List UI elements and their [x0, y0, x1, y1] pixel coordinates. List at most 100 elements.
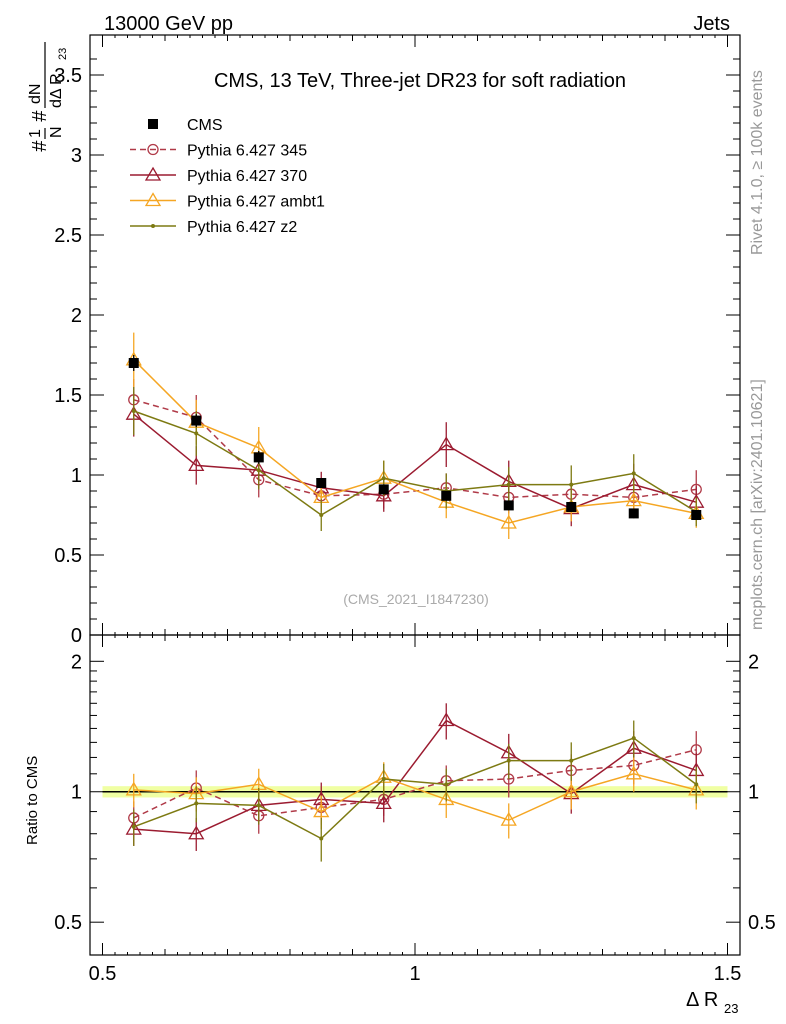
ratio-y-tick-label: 1 [71, 782, 82, 804]
data-point [500, 811, 517, 826]
data-point [316, 478, 327, 488]
svg-text:1: 1 [27, 129, 44, 138]
main-series-pythia-6-427-ambt1 [125, 332, 705, 539]
main-series-pythia-6-427-345 [128, 379, 702, 514]
main-series-pythia-6-427-z2 [131, 387, 699, 531]
data-point [625, 765, 642, 780]
data-point [131, 824, 136, 829]
ratio-series-pythia-6-427-z2 [131, 720, 699, 862]
series-line [133, 413, 697, 510]
series-line [133, 399, 697, 499]
legend-marker [144, 192, 162, 207]
data-point [313, 803, 330, 818]
svg-text:dN: dN [27, 84, 44, 104]
legend-label: Pythia 6.427 ambt1 [187, 194, 325, 211]
ratio-y-tick-label-right: 1 [748, 782, 759, 804]
data-point [256, 468, 261, 473]
legend-marker [151, 224, 155, 228]
data-point [319, 513, 324, 517]
x-tick-label: 1.5 [714, 963, 742, 985]
data-point [188, 457, 205, 472]
legend-label: Pythia 6.427 z2 [187, 219, 297, 236]
series-line [133, 719, 697, 835]
data-point [506, 482, 511, 487]
header-energy: 13000 GeV pp [104, 13, 233, 35]
data-point [253, 452, 264, 463]
ratio-series-pythia-6-427-370 [125, 703, 705, 851]
data-point [500, 514, 517, 529]
main-y-tick-label: 3.5 [54, 65, 82, 87]
series-line [133, 749, 697, 819]
data-point [256, 803, 261, 808]
data-point [691, 510, 702, 520]
data-point [375, 795, 392, 810]
data-point [569, 482, 574, 487]
svg-text:23: 23 [724, 1001, 738, 1016]
ratio-series-pythia-6-427-ambt1 [125, 757, 705, 839]
legend-label: CMS [187, 117, 223, 134]
data-point [438, 712, 455, 727]
data-point [381, 777, 386, 782]
legend-label: Pythia 6.427 370 [187, 168, 307, 185]
data-point [375, 487, 392, 502]
svg-text:N: N [48, 126, 65, 138]
main-y-tick-label: 0.5 [54, 545, 82, 567]
data-point [625, 492, 642, 507]
data-point [381, 476, 386, 481]
mcplots-label: mcplots.cern.ch [arXiv:2401.10621] [749, 379, 766, 630]
main-y-axis-label: # 1 N # dN dΔ R 23 [27, 42, 69, 152]
data-point [628, 508, 639, 519]
ratio-y-tick-label-right: 0.5 [748, 912, 776, 934]
data-point [194, 801, 199, 806]
main-y-tick-label: 1 [71, 465, 82, 487]
data-point [441, 490, 452, 501]
data-point [188, 825, 205, 840]
data-point [378, 484, 389, 495]
x-axis-label: Δ R 23 [686, 989, 738, 1016]
data-point [191, 415, 202, 426]
ratio-y-tick-label: 2 [71, 651, 82, 673]
svg-text:23: 23 [57, 48, 69, 60]
x-tick-label: 0.5 [89, 963, 117, 985]
data-point [569, 758, 574, 763]
x-tick-label: 1 [409, 963, 420, 985]
svg-text:#: # [29, 110, 51, 122]
data-point [506, 758, 511, 763]
main-y-tick-label: 1.5 [54, 385, 82, 407]
data-point [631, 736, 636, 741]
watermark: (CMS_2021_I1847230) [343, 591, 489, 607]
main-y-tick-label: 0 [71, 625, 82, 647]
legend: CMS Pythia 6.427 345 Pythia 6.427 370 Pythi… [130, 117, 325, 236]
ratio-y-axis-label: Ratio to CMS [24, 756, 41, 845]
svg-text:#: # [29, 140, 51, 152]
chart-title: CMS, 13 TeV, Three-jet DR23 for soft rad… [214, 70, 626, 92]
main-series-cms [128, 355, 702, 520]
data-point [694, 782, 699, 787]
ratio-series-pythia-6-427-345 [128, 731, 702, 837]
data-point [131, 409, 136, 413]
data-point [563, 783, 580, 798]
ratio-y-tick-label: 0.5 [54, 912, 82, 934]
data-point [194, 431, 199, 436]
data-point [631, 471, 636, 476]
series-line [133, 359, 697, 524]
series-line [133, 737, 697, 840]
svg-text:Δ R: Δ R [686, 989, 718, 1011]
data-point [566, 502, 577, 512]
data-point [438, 436, 455, 451]
ratio-y-tick-label-right: 2 [748, 651, 759, 673]
data-point [503, 500, 514, 511]
svg-text:dΔ R: dΔ R [48, 73, 65, 108]
series-line [133, 410, 697, 516]
legend-label: Pythia 6.427 345 [187, 143, 307, 160]
main-y-tick-label: 3 [71, 145, 82, 167]
main-series-pythia-6-427-370 [125, 391, 705, 527]
main-y-tick-label: 2 [71, 305, 82, 327]
legend-marker [144, 166, 162, 181]
legend-marker [147, 143, 159, 156]
series-line [133, 773, 697, 821]
data-point [319, 836, 324, 841]
data-point [128, 358, 139, 368]
header-process: Jets [693, 13, 730, 35]
